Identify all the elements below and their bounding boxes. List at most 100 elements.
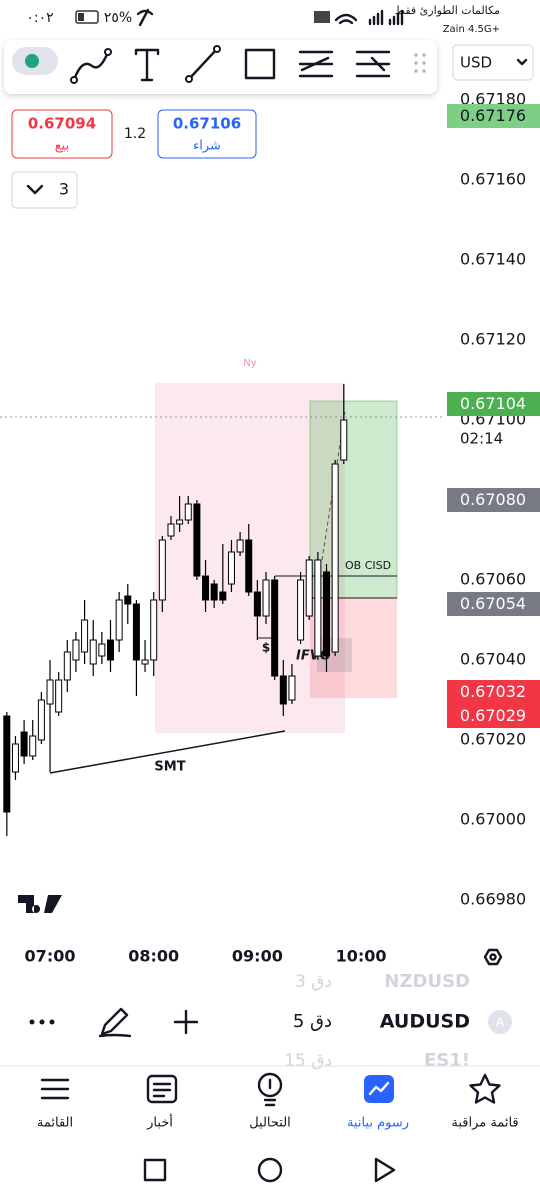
price-badge [447, 488, 540, 512]
candle-body [3, 715, 11, 813]
y-tick-label: 0.67000 [460, 810, 526, 829]
x-tick-label: 10:00 [336, 947, 387, 966]
nav-icon [40, 1078, 70, 1100]
draw-icon[interactable] [98, 1007, 132, 1038]
recents-button[interactable] [143, 1158, 167, 1182]
fib-tool[interactable] [298, 50, 334, 78]
battery-level [78, 13, 84, 21]
price-badge-text: 0.67176 [460, 106, 526, 125]
target-zone [309, 400, 398, 599]
rectangle-tool[interactable] [244, 48, 276, 80]
ob-label: OB CISD [345, 559, 391, 572]
candle-body [55, 679, 63, 713]
currency-dropdown[interactable] [452, 44, 534, 81]
buy-button[interactable] [157, 109, 257, 159]
more-dot[interactable] [39, 1019, 45, 1025]
candle-body [219, 591, 227, 601]
price-badge [447, 680, 540, 704]
y-tick-label: 0.67160 [460, 170, 526, 189]
currency-text: USD [460, 54, 492, 72]
candle-body [20, 731, 28, 757]
next-interval[interactable]: 15 دق [284, 1051, 332, 1071]
x-tick-label: 09:00 [232, 947, 283, 966]
nav-label[interactable]: قائمة مراقبة [451, 1116, 518, 1131]
dropdown-chevron [516, 58, 528, 66]
candle-body [37, 699, 45, 741]
handle-dots [414, 53, 426, 73]
exchange-badge [488, 1010, 512, 1034]
candle-body [141, 659, 149, 665]
price-badge-text: 0.67032 [460, 682, 526, 701]
tool-icon [70, 76, 78, 84]
candle-body [262, 579, 270, 617]
battery-text: ٢٥% [104, 10, 132, 26]
nav-labels: القائمة أخبار التحاليل رسوم بيانية قائمة مرا… [37, 1114, 519, 1131]
candle-body [98, 643, 106, 657]
y-tick-label: 0.66980 [460, 890, 526, 909]
prev-symbol[interactable]: NZDUSD [384, 971, 470, 992]
toolbar-handle[interactable] [414, 53, 426, 73]
tool-icon [188, 48, 218, 80]
tool-icon [244, 48, 276, 80]
signal-icon [368, 9, 384, 26]
y-tick-label: 0.67060 [460, 570, 526, 589]
candle-body [314, 559, 322, 657]
quantity: 3 [59, 180, 69, 199]
brand-logo [18, 895, 62, 913]
projection-line [321, 411, 346, 561]
status-time: ٠:٠٢ [26, 10, 53, 26]
smt-line [49, 730, 286, 774]
dropdown-chevron [26, 184, 44, 195]
back-button[interactable] [374, 1157, 396, 1183]
y-tick-label: 0.67140 [460, 250, 526, 269]
candle-body [150, 599, 158, 661]
add-icon[interactable] [173, 1009, 199, 1035]
interval[interactable]: 5 دق [293, 1011, 332, 1032]
candle-body [305, 559, 313, 617]
price-badge-text: 0.67080 [460, 490, 526, 509]
candle-body [340, 419, 348, 461]
home-button[interactable] [257, 1157, 283, 1183]
nav-label[interactable]: القائمة [37, 1116, 73, 1131]
sell-price: 0.67094 [28, 115, 96, 133]
spread: 1.2 [124, 126, 146, 142]
candle-body [184, 503, 192, 521]
nav-icon [152, 1082, 172, 1098]
line-tool[interactable] [185, 45, 221, 83]
candle-body [11, 743, 19, 773]
tool-icon [134, 48, 160, 82]
nav-label[interactable]: أخبار [146, 1114, 173, 1131]
smt-label: SMT [154, 760, 185, 775]
candle-body [132, 603, 140, 661]
candle-body [331, 463, 339, 653]
sell-label: بيع [55, 139, 69, 154]
tool-icon [213, 45, 221, 53]
y-tick-label: 0.67040 [460, 650, 526, 669]
nav-icon [146, 1074, 178, 1104]
position-tool[interactable] [355, 50, 391, 78]
sell-button[interactable] [11, 109, 113, 159]
text-tool[interactable] [134, 48, 160, 82]
quantity-dropdown[interactable] [11, 171, 78, 209]
nav-label[interactable]: رسوم بيانية [347, 1116, 409, 1131]
nav-label[interactable]: التحاليل [249, 1116, 291, 1131]
candle-body [46, 679, 54, 705]
trend-curve-tool[interactable] [70, 48, 112, 84]
more-dot[interactable] [29, 1019, 35, 1025]
candle-body [124, 595, 132, 605]
buy-price: 0.67106 [173, 115, 241, 133]
next-symbol[interactable]: ES1! [424, 1050, 470, 1071]
candle-body [279, 675, 287, 705]
y-tick-label: 0.67020 [460, 730, 526, 749]
settings-icon[interactable] [483, 948, 503, 966]
candle-body [193, 503, 201, 577]
more-dot[interactable] [49, 1019, 55, 1025]
tool-icon [72, 50, 110, 82]
candle-body [227, 551, 235, 585]
symbol[interactable]: AUDUSD [380, 1011, 470, 1033]
session-label: Ny [243, 358, 256, 369]
symbol-picker: NZDUSD 3 دق ES1! 15 دق [284, 971, 470, 1071]
prev-interval[interactable]: 3 دق [295, 972, 332, 992]
network-name: Zain 4.5G+ [443, 24, 500, 35]
